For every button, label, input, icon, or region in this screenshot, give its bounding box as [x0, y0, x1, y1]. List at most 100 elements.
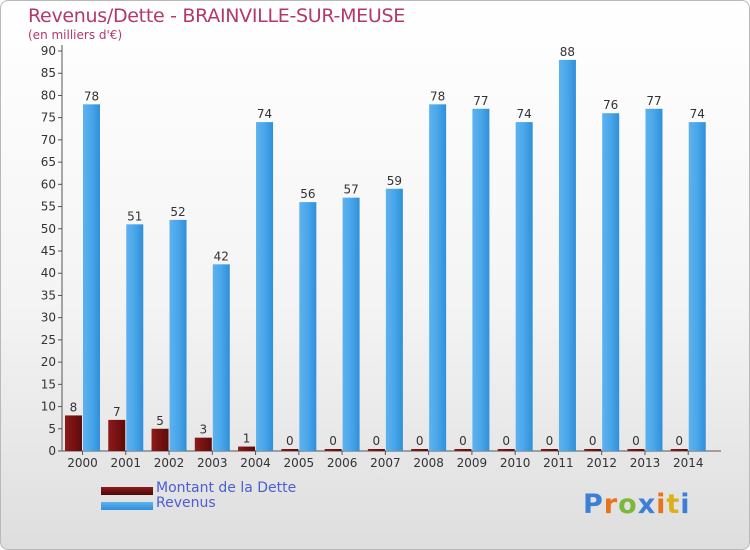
bar-dette [497, 449, 515, 451]
x-tick-label: 2013 [630, 456, 661, 470]
legend-label-revenus: Revenus [156, 495, 216, 511]
data-label-dette: 1 [243, 432, 251, 446]
bar-dette [411, 449, 429, 451]
bar-revenus [83, 104, 100, 451]
proxiti-logo: Proxiti [583, 489, 691, 520]
bar-dette [670, 449, 688, 451]
x-tick-label: 2004 [240, 456, 271, 470]
data-label-revenus: 77 [473, 94, 488, 108]
logo-letter: P [583, 489, 604, 520]
data-label-dette: 7 [113, 405, 121, 419]
data-label-dette: 0 [589, 434, 597, 448]
logo-letter: r [603, 489, 619, 520]
bar-dette [584, 449, 602, 451]
bar-revenus [385, 188, 403, 451]
bar-revenus [429, 104, 447, 451]
x-tick-label: 2003 [197, 456, 228, 470]
data-label-revenus: 74 [517, 107, 532, 121]
y-tick-label: 65 [41, 155, 56, 169]
data-label-dette: 5 [156, 414, 164, 428]
data-label-revenus: 74 [257, 107, 272, 121]
bar-revenus [472, 108, 490, 452]
data-label-revenus: 78 [430, 89, 445, 103]
y-tick-label: 15 [41, 377, 56, 391]
x-tick-label: 2009 [457, 456, 488, 470]
data-label-revenus: 78 [84, 89, 99, 103]
data-label-dette: 0 [459, 434, 467, 448]
y-tick-label: 75 [41, 111, 56, 125]
bar-dette [281, 449, 299, 451]
bar-dette [108, 419, 126, 451]
data-label-dette: 3 [199, 423, 207, 437]
bar-revenus [256, 122, 274, 451]
data-label-revenus: 42 [214, 249, 229, 263]
x-tick-label: 2014 [673, 456, 704, 470]
data-label-revenus: 88 [560, 45, 575, 59]
x-tick-label: 2006 [327, 456, 358, 470]
bar-revenus [515, 122, 533, 451]
y-tick-label: 10 [41, 400, 56, 414]
chart-title: Revenus/Dette - BRAINVILLE-SUR-MEUSE [28, 5, 405, 27]
logo-letter: i [656, 489, 667, 520]
y-tick-label: 40 [41, 266, 56, 280]
data-label-revenus: 56 [300, 187, 315, 201]
bar-revenus [558, 59, 576, 452]
y-tick-label: 60 [41, 177, 56, 191]
y-tick-label: 25 [41, 333, 56, 347]
logo-letter: o [618, 489, 638, 520]
y-tick-label: 45 [41, 244, 56, 258]
logo-letter: t [666, 489, 681, 520]
y-tick-label: 20 [41, 355, 56, 369]
data-label-revenus: 59 [387, 174, 402, 188]
data-labels: 8 78 7 51 5 52 3 42 1 74 0 56 0 57 0 59 0 78 0 77 0 74 0 88 0 76 0… [70, 45, 705, 448]
data-label-dette: 0 [502, 434, 510, 448]
data-label-revenus: 76 [603, 98, 618, 112]
data-label-revenus: 74 [690, 107, 705, 121]
legend-label-dette: Montant de la Dette [156, 480, 297, 496]
bar-revenus [212, 264, 230, 451]
y-tick-label: 50 [41, 222, 56, 236]
data-label-revenus: 77 [646, 94, 661, 108]
chart-subtitle: (en milliers d'€) [28, 28, 123, 42]
x-tick-label: 2002 [154, 456, 185, 470]
y-tick-label: 80 [41, 88, 56, 102]
bar-revenus [602, 113, 620, 451]
y-tick-label: 5 [48, 422, 56, 436]
bar-revenus [299, 202, 317, 451]
data-label-dette: 0 [416, 434, 424, 448]
y-tick-label: 0 [48, 444, 56, 458]
x-tick-label: 2010 [500, 456, 531, 470]
bar-dette [238, 446, 256, 451]
y-tick-label: 90 [41, 44, 56, 58]
y-tick-label: 55 [41, 200, 56, 214]
data-label-revenus: 52 [170, 205, 185, 219]
bar-dette [65, 415, 82, 451]
x-tick-label: 2005 [284, 456, 315, 470]
legend-swatch-dette [101, 487, 153, 495]
y-tick-label: 85 [41, 66, 56, 80]
bar-dette [627, 449, 645, 451]
data-label-dette: 0 [329, 434, 337, 448]
data-label-dette: 0 [286, 434, 294, 448]
legend-swatch-revenus [101, 502, 153, 510]
x-tick-label: 2008 [413, 456, 444, 470]
bars [65, 59, 706, 452]
bar-dette [324, 449, 342, 451]
data-label-dette: 0 [373, 434, 381, 448]
data-label-dette: 0 [675, 434, 683, 448]
x-tick-label: 2000 [67, 456, 98, 470]
bar-revenus [342, 197, 360, 451]
bar-dette [367, 449, 385, 451]
data-label-dette: 0 [632, 434, 640, 448]
bar-dette [540, 449, 558, 451]
x-tick-label: 2011 [543, 456, 574, 470]
bar-dette [194, 437, 212, 451]
y-tick-label: 35 [41, 288, 56, 302]
bar-revenus [645, 108, 663, 452]
logo-letter: i [680, 489, 691, 520]
bar-revenus [126, 224, 144, 451]
x-tick-label: 2012 [586, 456, 617, 470]
data-label-revenus: 51 [127, 209, 142, 223]
y-tick-label: 30 [41, 311, 56, 325]
bar-revenus [169, 219, 187, 451]
